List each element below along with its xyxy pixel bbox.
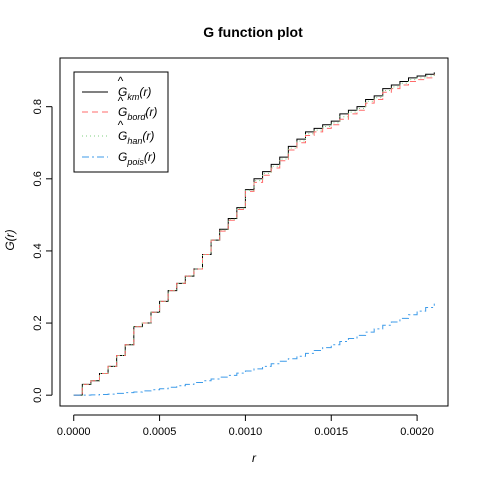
legend: Gkm(r) ^ Gbord(r) ^ Ghan(r) ^ Gpois(r) xyxy=(73,71,169,173)
legend-hat-han: ^ xyxy=(118,118,124,132)
legend-label-km: Gkm(r) xyxy=(118,85,151,102)
y-tick-label: 0.4 xyxy=(32,243,44,258)
x-tick-label: 0.0000 xyxy=(57,426,91,438)
x-tick-label: 0.0005 xyxy=(143,426,177,438)
y-axis-label: G(r) xyxy=(3,229,17,250)
legend-label-han: Ghan(r) xyxy=(118,129,154,146)
legend-box xyxy=(73,71,169,173)
series-layer xyxy=(73,72,435,396)
legend-hat-bord: ^ xyxy=(118,94,124,108)
y-tick-label: 0.6 xyxy=(32,171,44,186)
x-tick-label: 0.0015 xyxy=(314,426,348,438)
y-axis: 0.0 0.2 0.4 0.6 0.8 xyxy=(32,99,53,403)
chart-title: G function plot xyxy=(203,24,303,40)
legend-hat-km: ^ xyxy=(118,74,124,88)
x-tick-label: 0.0020 xyxy=(400,426,434,438)
y-tick-label: 0.2 xyxy=(32,315,44,330)
x-tick-label: 0.0010 xyxy=(229,426,263,438)
y-tick-label: 0.0 xyxy=(32,388,44,403)
series-line-pois xyxy=(73,303,435,396)
series-line-bord xyxy=(73,74,435,396)
x-axis-label: r xyxy=(252,451,257,465)
y-tick-label: 0.8 xyxy=(32,99,44,114)
x-axis: 0.0000 0.0005 0.0010 0.0015 0.0020 xyxy=(57,414,434,438)
series-line-han xyxy=(73,73,435,396)
plot-frame xyxy=(59,57,449,407)
